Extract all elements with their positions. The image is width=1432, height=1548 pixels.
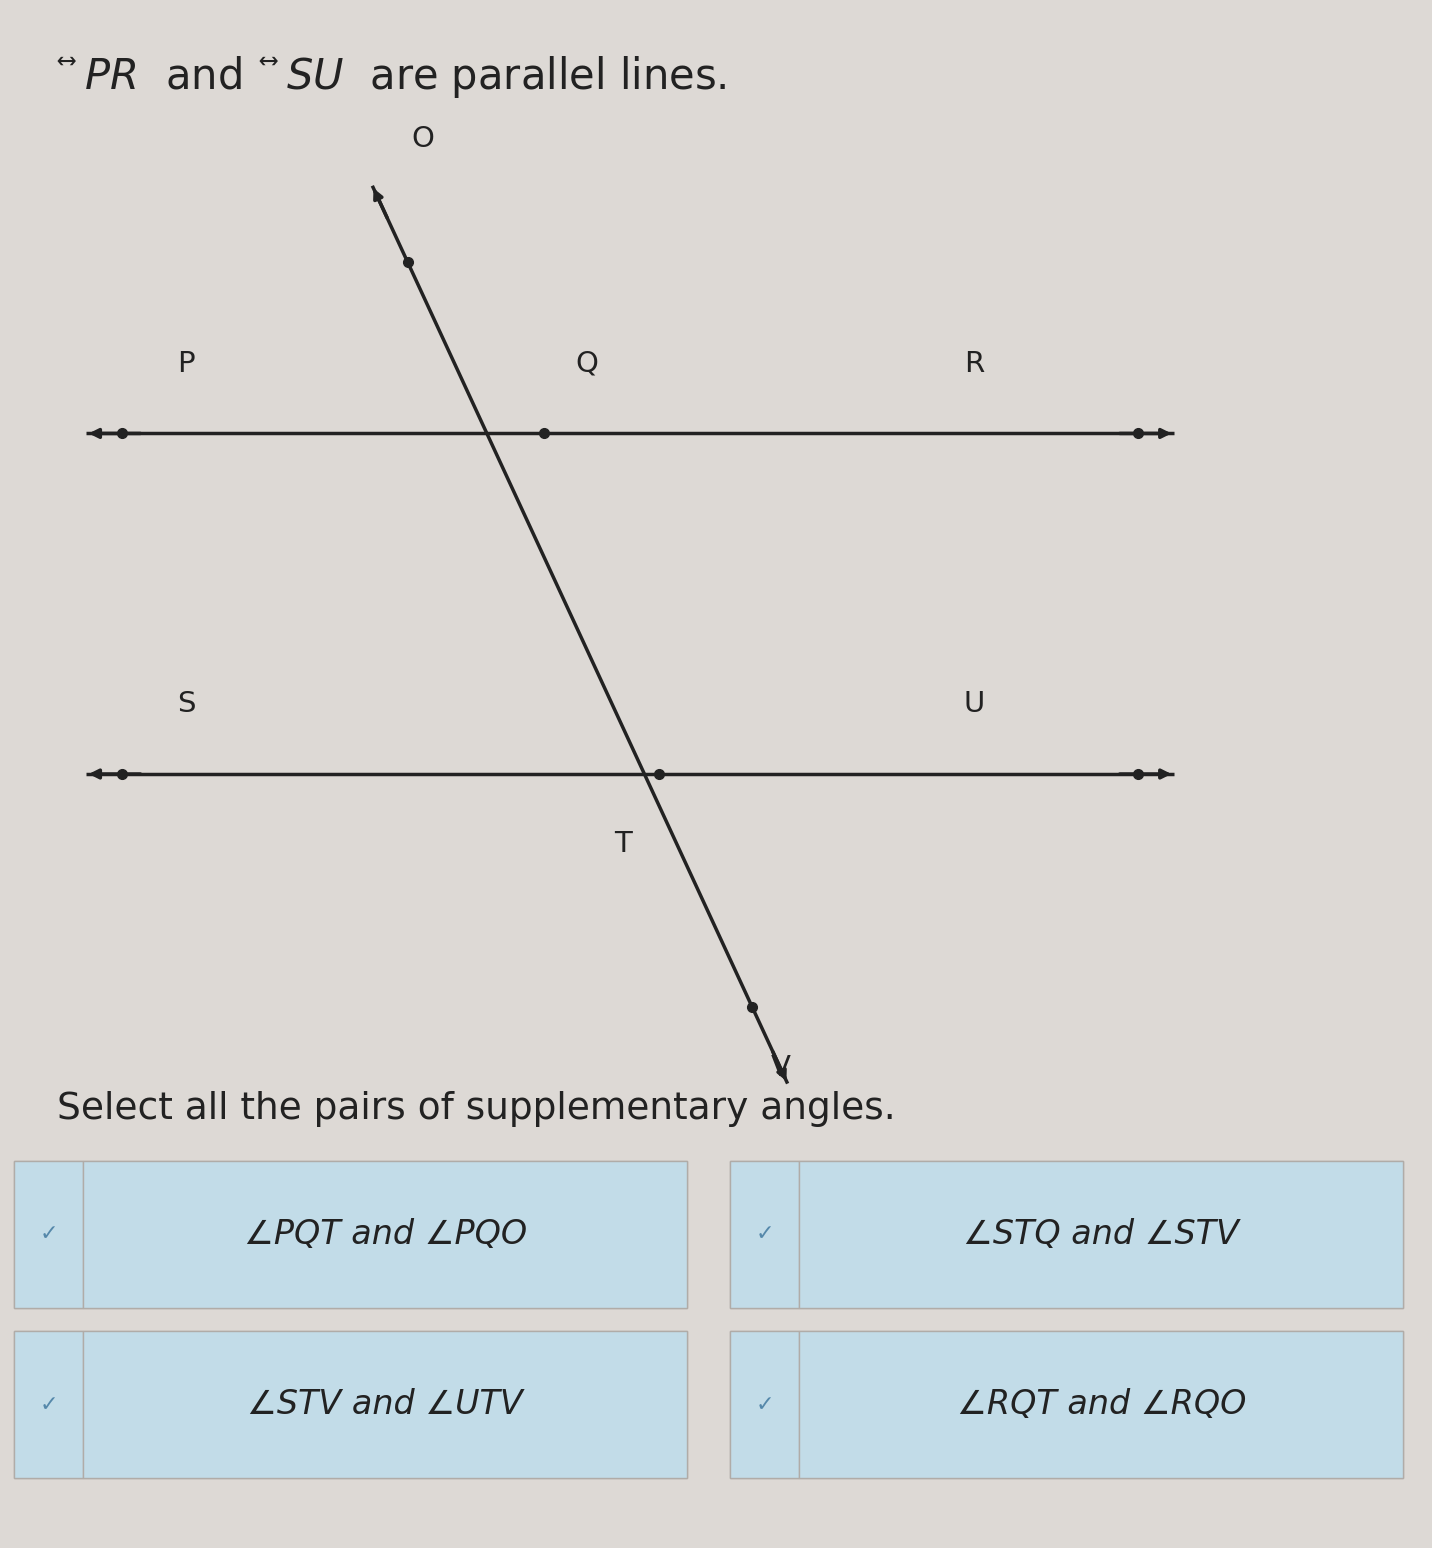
FancyBboxPatch shape [14, 1331, 83, 1478]
Text: ∠STV and ∠UTV: ∠STV and ∠UTV [248, 1389, 523, 1421]
Text: P: P [178, 350, 195, 378]
FancyBboxPatch shape [14, 1331, 687, 1478]
Text: R: R [964, 350, 984, 378]
Text: V: V [770, 1054, 790, 1082]
Text: U: U [964, 690, 984, 718]
Text: Q: Q [576, 350, 599, 378]
Text: ✓: ✓ [755, 1395, 775, 1415]
FancyBboxPatch shape [83, 1161, 687, 1308]
Text: ✓: ✓ [755, 1224, 775, 1245]
Text: ✓: ✓ [39, 1395, 59, 1415]
FancyBboxPatch shape [14, 1161, 83, 1308]
Text: T: T [614, 830, 632, 858]
FancyBboxPatch shape [83, 1331, 687, 1478]
Text: Select all the pairs of supplementary angles.: Select all the pairs of supplementary an… [57, 1091, 896, 1127]
Text: ✓: ✓ [39, 1224, 59, 1245]
Text: $\overleftrightarrow{PR}$  and  $\overleftrightarrow{SU}$  are parallel lines.: $\overleftrightarrow{PR}$ and $\overleft… [57, 54, 727, 101]
Text: ∠RQT and ∠RQO: ∠RQT and ∠RQO [957, 1389, 1246, 1421]
FancyBboxPatch shape [730, 1331, 1403, 1478]
Text: ∠STQ and ∠STV: ∠STQ and ∠STV [964, 1218, 1239, 1251]
FancyBboxPatch shape [730, 1161, 799, 1308]
FancyBboxPatch shape [799, 1331, 1403, 1478]
FancyBboxPatch shape [14, 1161, 687, 1308]
Text: O: O [411, 125, 434, 153]
FancyBboxPatch shape [730, 1161, 1403, 1308]
Text: ∠PQT and ∠PQO: ∠PQT and ∠PQO [243, 1218, 527, 1251]
FancyBboxPatch shape [799, 1161, 1403, 1308]
Text: S: S [178, 690, 195, 718]
FancyBboxPatch shape [730, 1331, 799, 1478]
